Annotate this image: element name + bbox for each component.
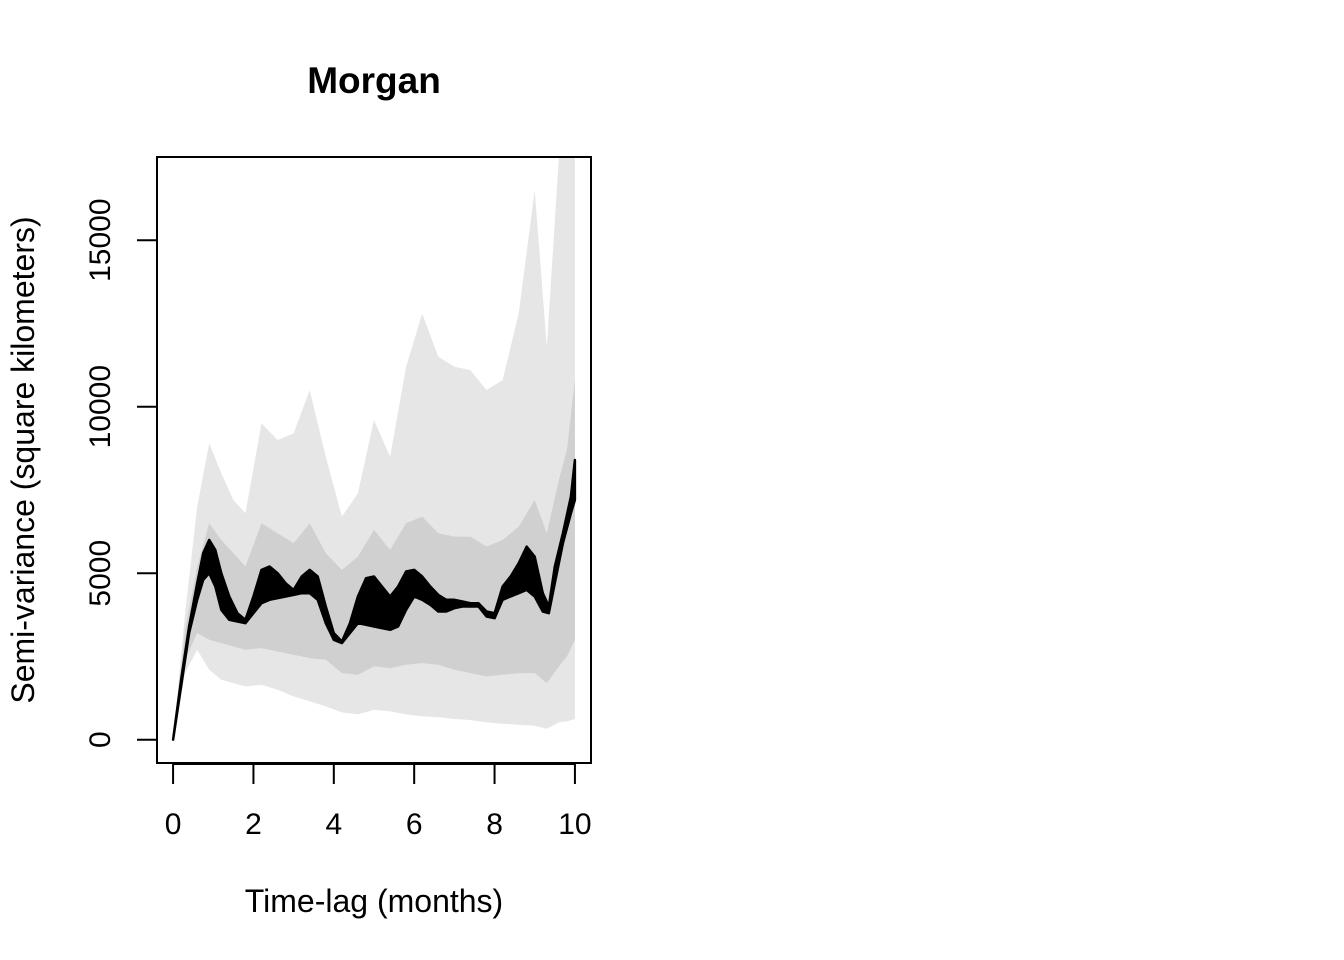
x-axis-label: Time-lag (months): [245, 883, 503, 919]
x-tick-label: 4: [325, 808, 342, 841]
x-tick-label: 10: [558, 808, 591, 841]
confidence-bands: [173, 157, 575, 740]
y-axis: 0 5000 10000 15000: [84, 198, 158, 748]
y-tick-label: 15000: [84, 198, 117, 281]
estimate-series: [171, 458, 577, 741]
y-tick-label: 5000: [84, 540, 117, 607]
x-tick-label: 6: [406, 808, 423, 841]
x-tick-label: 0: [165, 808, 182, 841]
x-tick-label: 2: [245, 808, 262, 841]
y-tick-label: 10000: [84, 365, 117, 448]
y-axis-label: Semi-variance (square kilometers): [5, 216, 41, 703]
estimate-band-area: [171, 458, 577, 741]
x-axis: 0 2 4 6 8 10: [165, 763, 592, 841]
x-tick-label: 8: [486, 808, 503, 841]
chart-title: Morgan: [307, 60, 441, 101]
inner-envelope-area: [173, 380, 575, 740]
y-tick-label: 0: [84, 731, 117, 748]
